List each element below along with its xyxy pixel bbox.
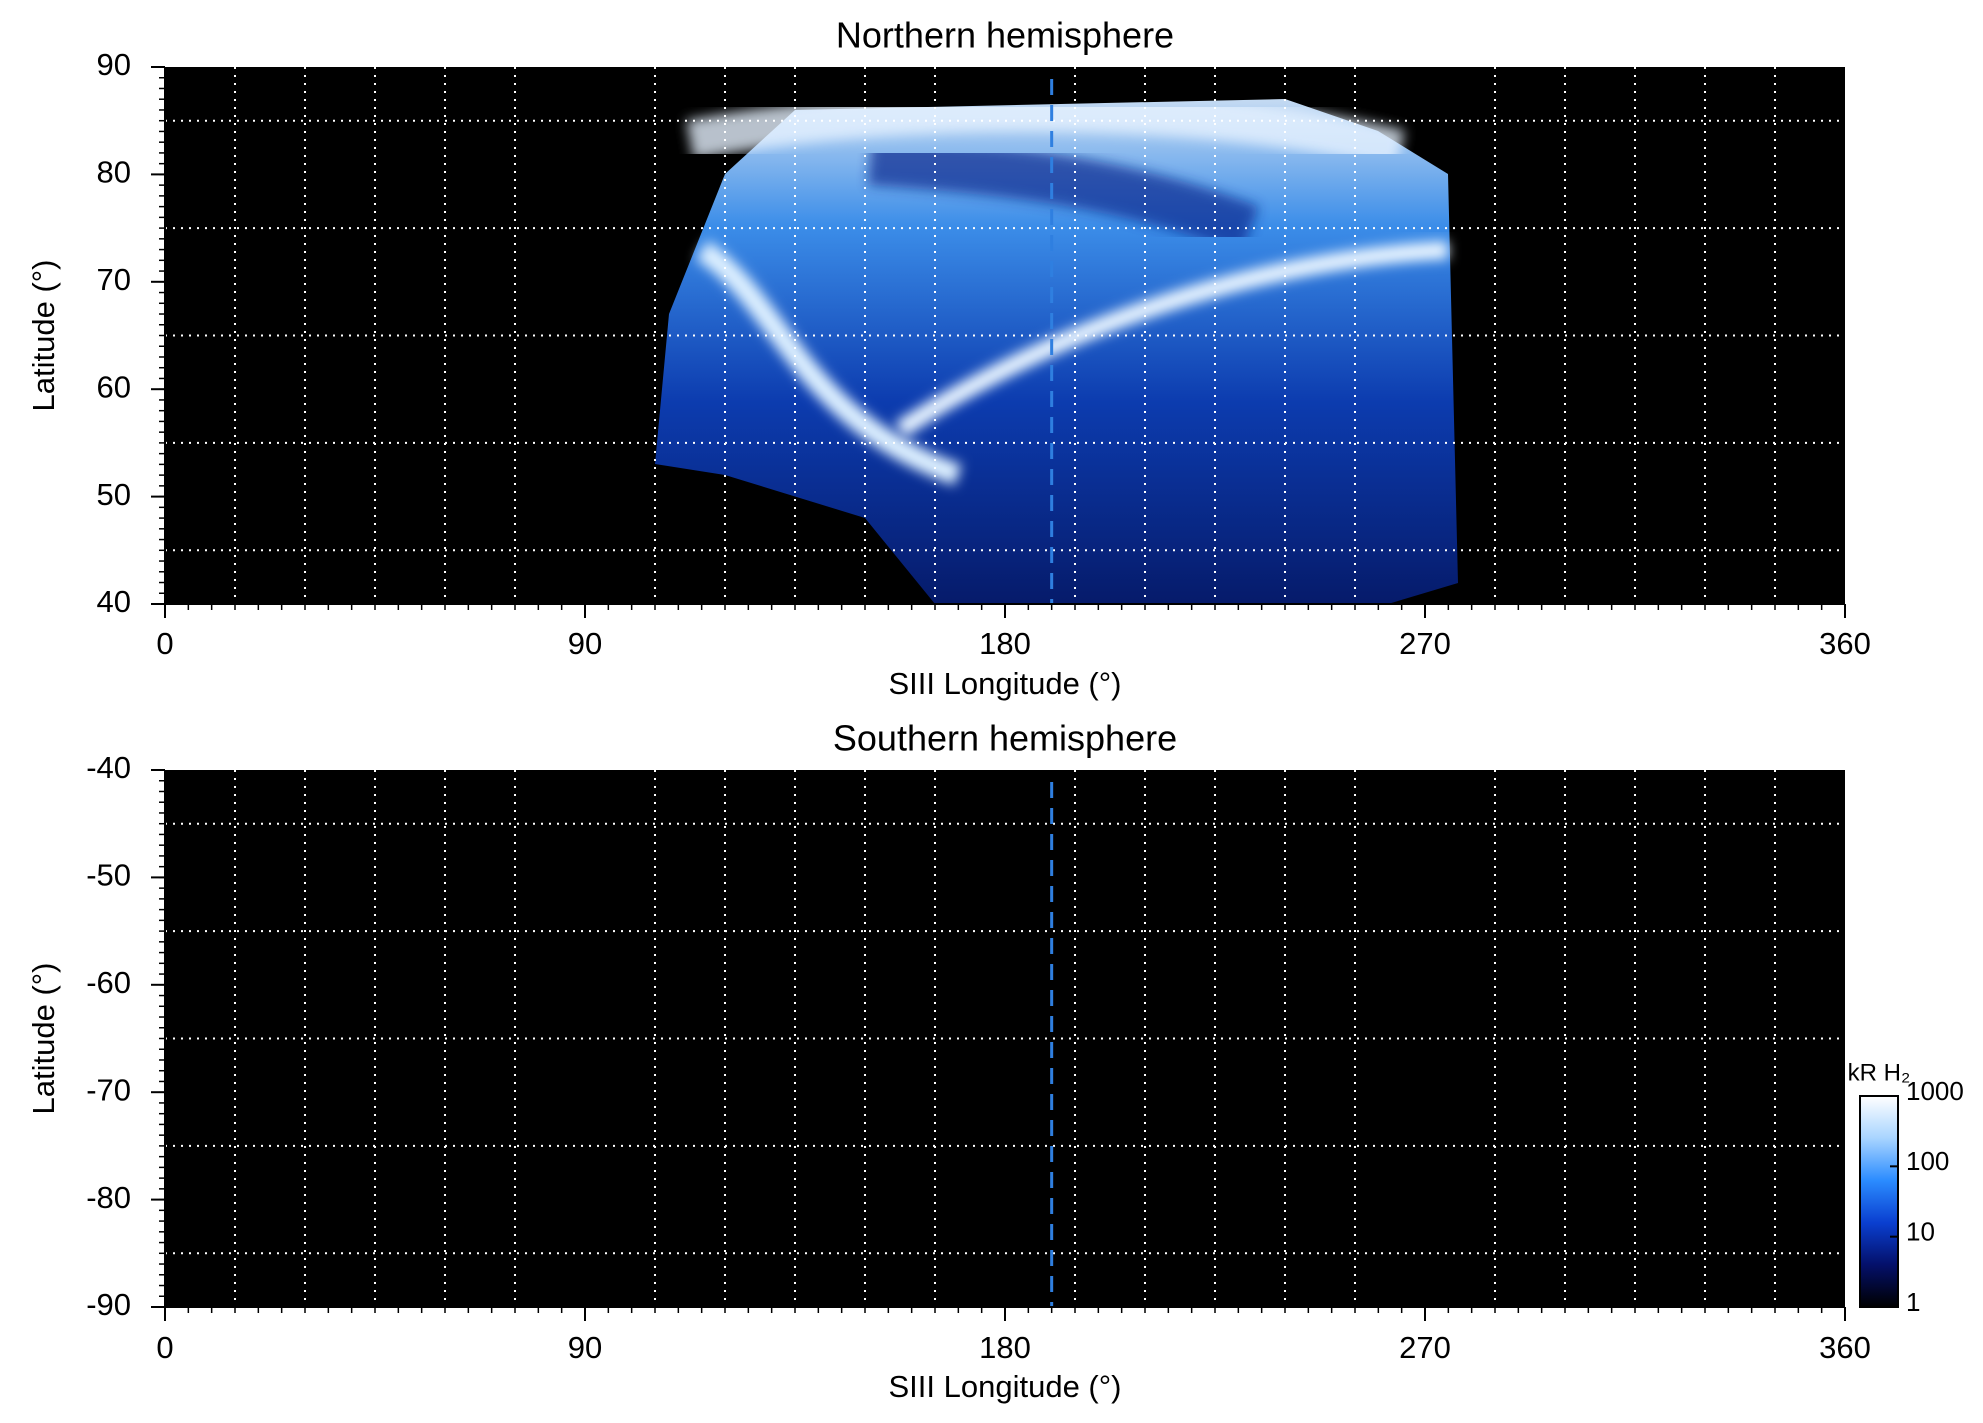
- colorbar-tick-label: 10: [1906, 1217, 1935, 1247]
- colorbar-title: kR H₂: [1848, 1059, 1911, 1086]
- colorbar-tick-label: 1000: [1906, 1076, 1964, 1106]
- aurora-image: [655, 91, 1458, 604]
- y-tick-label: -60: [86, 965, 131, 1000]
- colorbar-tick-label: 100: [1906, 1146, 1949, 1176]
- y-tick-label: -40: [86, 750, 131, 785]
- x-tick-label: 90: [568, 626, 602, 661]
- y-tick-label: 90: [97, 47, 131, 82]
- y-tick-label: -80: [86, 1180, 131, 1215]
- chart-title: Southern hemisphere: [833, 718, 1177, 759]
- y-tick-label: -50: [86, 858, 131, 893]
- y-tick-label: 80: [97, 155, 131, 190]
- x-tick-label: 90: [568, 1330, 602, 1365]
- x-tick-label: 270: [1399, 626, 1451, 661]
- x-tick-label: 360: [1819, 626, 1871, 661]
- x-axis-label: SIII Longitude (°): [889, 666, 1122, 701]
- y-tick-label: 40: [97, 584, 131, 619]
- x-tick-label: 180: [979, 1330, 1031, 1365]
- y-tick-label: -90: [86, 1287, 131, 1322]
- x-tick-label: 360: [1819, 1330, 1871, 1365]
- x-tick-label: 0: [156, 1330, 173, 1365]
- colorbar-tick-label: 1: [1906, 1287, 1920, 1317]
- y-axis-label: Latitude (°): [26, 963, 61, 1115]
- y-tick-label: 70: [97, 262, 131, 297]
- colorbar: [1859, 1095, 1899, 1308]
- x-tick-label: 0: [156, 626, 173, 661]
- x-tick-label: 180: [979, 626, 1031, 661]
- y-tick-label: 60: [97, 369, 131, 404]
- y-axis-label: Latitude (°): [26, 260, 61, 412]
- x-tick-label: 270: [1399, 1330, 1451, 1365]
- y-tick-label: 50: [97, 477, 131, 512]
- x-axis-label: SIII Longitude (°): [889, 1369, 1122, 1404]
- y-tick-label: -70: [86, 1072, 131, 1107]
- chart-title: Northern hemisphere: [836, 15, 1174, 56]
